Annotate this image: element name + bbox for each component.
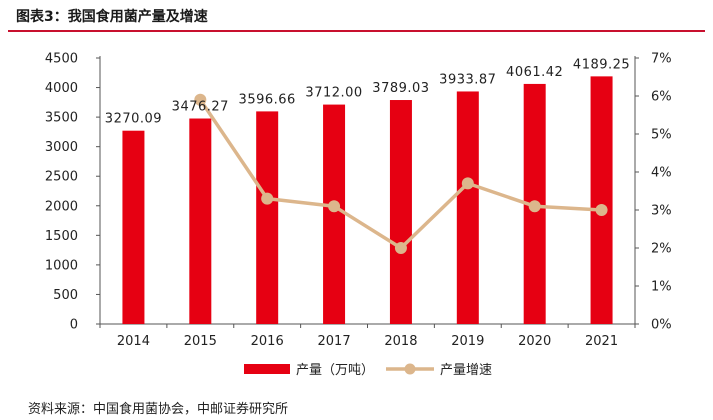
growth-point [461, 177, 474, 190]
growth-point [394, 242, 407, 254]
growth-line-layer [194, 93, 608, 254]
y-left-tick-label: 3500 [45, 111, 78, 126]
y-left-tick-label: 1000 [45, 258, 78, 273]
bar [122, 130, 145, 324]
bar-line-chart: 0 500 1000 1500 2000 2500 3000 3500 4000 4500 0% 1%… [45, 52, 672, 379]
y-left-tick-label: 4000 [45, 81, 78, 96]
y-right-tick-label: 0% [651, 318, 672, 333]
bar [189, 118, 212, 324]
bar-value-label: 3476.27 [172, 100, 229, 115]
bar-value-label: 3933.87 [439, 72, 496, 87]
x-tick-label: 2021 [585, 334, 618, 349]
bar-value-label: 4061.42 [506, 65, 563, 80]
y-left-tick-label: 3000 [45, 140, 78, 155]
y-right-tick-label: 2% [651, 242, 672, 257]
bar-value-label: 3789.03 [372, 81, 429, 96]
y-right-tick-label: 3% [651, 204, 672, 219]
bar [590, 76, 613, 324]
bar-value-label: 3270.09 [105, 112, 162, 127]
bar [456, 91, 479, 325]
axes-layer: 0 500 1000 1500 2000 2500 3000 3500 4000 4500 0% 1%… [45, 52, 672, 350]
bar [256, 111, 279, 324]
x-tick-label: 2019 [451, 334, 484, 349]
x-tick-label: 2018 [384, 334, 417, 349]
y-left-tick-label: 500 [53, 288, 78, 303]
y-left-tick-label: 0 [70, 318, 78, 333]
data-labels-layer: 3270.09 3476.27 3596.66 3712.00 3789.03 3933.… [105, 57, 630, 126]
legend-label-bar: 产量（万吨） [296, 363, 374, 378]
growth-point [194, 93, 207, 106]
growth-point [328, 200, 341, 213]
x-tick-label: 2015 [184, 334, 217, 349]
bar-value-label: 3596.66 [239, 92, 296, 107]
growth-point [261, 192, 274, 205]
y-left-tick-label: 2500 [45, 170, 78, 185]
x-tick-label: 2014 [117, 334, 150, 349]
y-left-tick-label: 4500 [45, 52, 78, 67]
y-right-tick-label: 6% [651, 90, 672, 105]
y-right-tick-label: 4% [651, 166, 672, 181]
x-tick-label: 2020 [518, 334, 551, 349]
bar [389, 100, 412, 324]
title-divider [8, 30, 705, 32]
growth-point [595, 204, 608, 216]
y-left-tick-label: 2000 [45, 199, 78, 214]
legend-swatch-bar [244, 364, 290, 374]
bar-value-label: 4189.25 [573, 57, 630, 72]
bar-value-label: 3712.00 [305, 86, 362, 101]
legend: 产量（万吨） 产量增速 [244, 363, 492, 378]
x-tick-label: 2017 [318, 334, 351, 349]
legend-marker-line [404, 363, 416, 375]
y-right-tick-label: 5% [651, 128, 672, 143]
chart-title: 图表3：我国食用菌产量及增速 [16, 9, 208, 25]
y-left-tick-label: 1500 [45, 229, 78, 244]
y-right-tick-label: 1% [651, 280, 672, 295]
bar [323, 104, 346, 324]
legend-label-line: 产量增速 [440, 363, 492, 378]
y-right-tick-label: 7% [651, 52, 672, 67]
x-tick-label: 2016 [251, 334, 284, 349]
growth-point [528, 200, 541, 213]
source-note: 资料来源：中国食用菌协会，中邮证券研究所 [28, 402, 289, 417]
